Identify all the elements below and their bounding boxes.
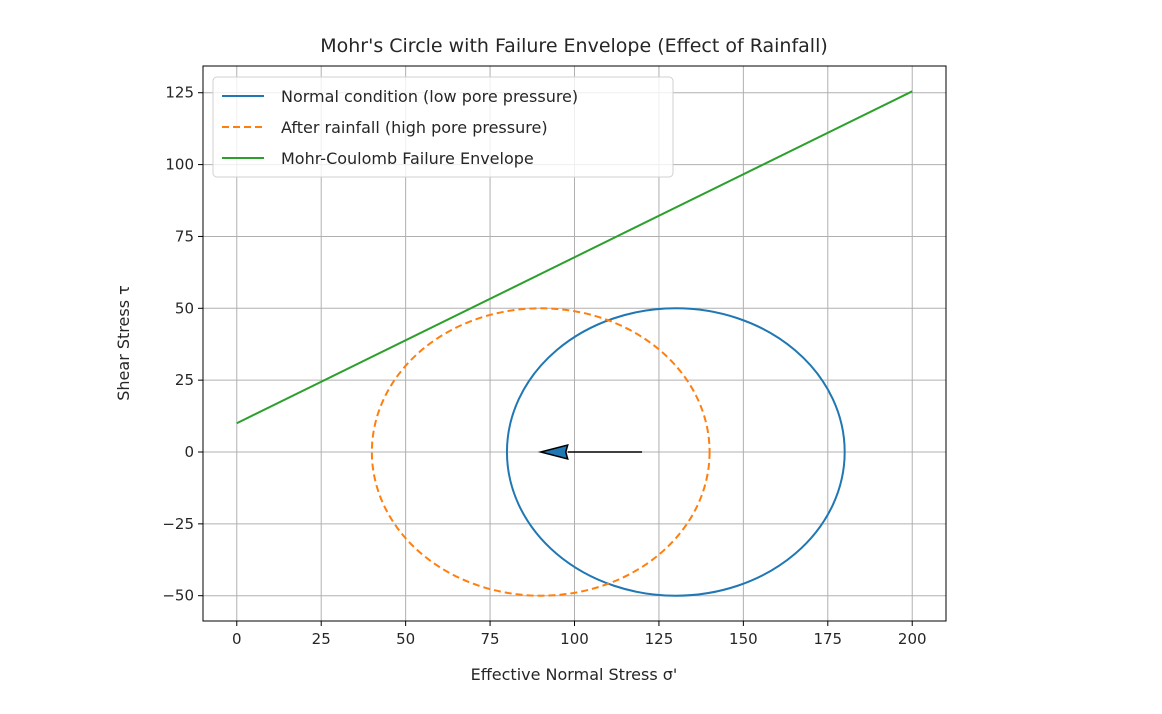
legend: Normal condition (low pore pressure) Afte… — [212, 76, 674, 178]
x-tick-label: 0 — [232, 630, 242, 648]
legend-label: After rainfall (high pore pressure) — [281, 118, 548, 137]
mohr-circle — [370, 307, 711, 597]
x-tick-label: 50 — [396, 630, 415, 648]
y-tick-label: 0 — [184, 443, 194, 461]
ticks: 0 25 50 75 100 125 150 175 200 −50 −25 0 25 50 75 100 12… — [162, 84, 926, 648]
legend-box — [212, 76, 674, 178]
y-tick-label: 125 — [165, 84, 194, 102]
x-tick-label: 125 — [645, 630, 674, 648]
arrow-head — [537, 443, 569, 461]
x-axis-label: Effective Normal Stress σ' — [471, 665, 678, 684]
y-tick-label: 75 — [175, 227, 194, 245]
x-tick-label: 25 — [312, 630, 331, 648]
x-tick-label: 75 — [481, 630, 500, 648]
x-tick-label: 150 — [729, 630, 758, 648]
legend-label: Normal condition (low pore pressure) — [281, 87, 578, 106]
y-tick-label: 50 — [175, 299, 194, 317]
x-tick-label: 200 — [898, 630, 927, 648]
failure-envelope-line — [236, 90, 913, 425]
y-tick-label: −50 — [162, 587, 194, 605]
y-tick-label: −25 — [162, 515, 194, 533]
y-axis-label: Shear Stress τ — [114, 285, 133, 401]
mohr-circle — [505, 307, 846, 597]
legend-label: Mohr-Coulomb Failure Envelope — [281, 149, 534, 168]
y-tick-label: 100 — [165, 156, 194, 174]
y-tick-label: 25 — [175, 371, 194, 389]
chart-title: Mohr's Circle with Failure Envelope (Eff… — [320, 35, 828, 57]
marks — [236, 90, 913, 597]
x-tick-label: 175 — [813, 630, 842, 648]
x-tick-label: 100 — [560, 630, 589, 648]
